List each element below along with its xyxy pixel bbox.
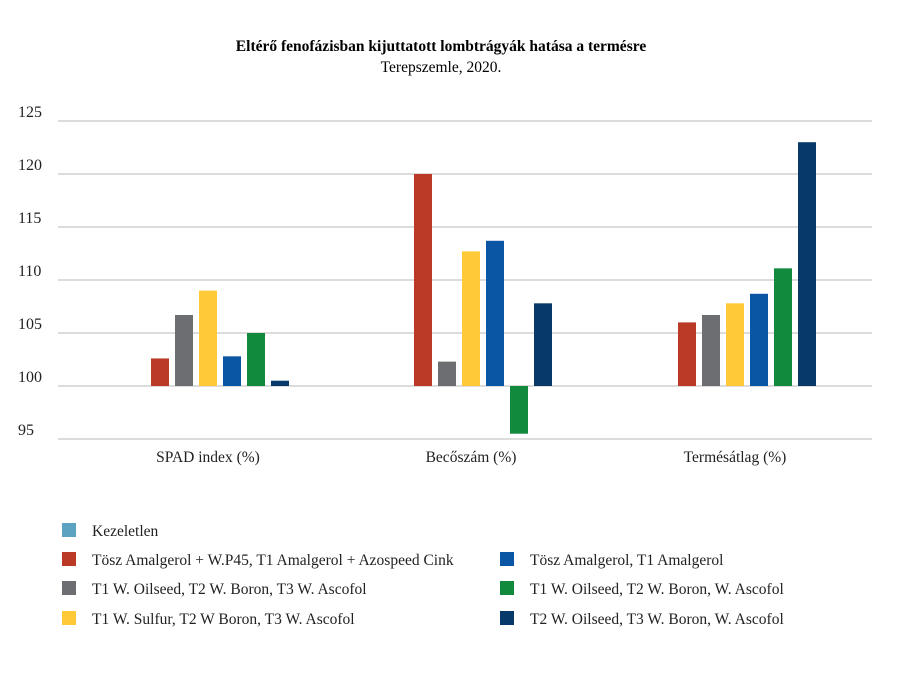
bar [151, 358, 169, 386]
y-axis-ticks: 95 100 105 110 115 120 125 [18, 104, 42, 439]
x-axis-categories: SPAD index (%) Becőszám (%) Termésátlag (%… [156, 449, 786, 466]
legend-swatch [62, 552, 76, 566]
legend: Kezeletlen Tösz Amalgerol + W.P45, T1 Ama… [62, 523, 784, 628]
bar [199, 290, 217, 386]
y-tick-label: 95 [18, 422, 34, 439]
legend-label: Tösz Amalgerol + W.P45, T1 Amalgerol + A… [92, 552, 454, 569]
y-tick-label: 125 [18, 104, 42, 121]
legend-swatch [500, 611, 514, 625]
chart-title: Eltérő fenofázisban kijuttatott lombtrág… [236, 38, 647, 55]
legend-swatch [62, 611, 76, 625]
legend-label: T1 W. Sulfur, T2 W Boron, T3 W. Ascofol [92, 611, 355, 628]
x-category-label: SPAD index (%) [156, 449, 260, 466]
bar [726, 303, 744, 386]
bar [798, 142, 816, 386]
bar [486, 240, 504, 386]
bar [534, 303, 552, 386]
bar [414, 174, 432, 386]
legend-label: T1 W. Oilseed, T2 W. Boron, W. Ascofol [530, 581, 784, 598]
bar [462, 251, 480, 386]
legend-label: Tösz Amalgerol, T1 Amalgerol [530, 552, 723, 569]
bar [774, 268, 792, 386]
x-category-label: Becőszám (%) [426, 449, 517, 466]
bar [175, 314, 193, 386]
legend-swatch [500, 581, 514, 595]
legend-label: T1 W. Oilseed, T2 W. Boron, T3 W. Ascofo… [92, 581, 367, 598]
y-tick-label: 100 [18, 369, 42, 386]
legend-swatch [62, 523, 76, 537]
bar [438, 361, 456, 386]
y-tick-label: 115 [18, 210, 41, 227]
legend-label: T2 W. Oilseed, T3 W. Boron, W. Ascofol [530, 611, 784, 628]
bar [750, 293, 768, 386]
y-tick-label: 120 [18, 157, 42, 174]
bar [678, 322, 696, 386]
bar [247, 333, 265, 386]
y-tick-label: 110 [18, 263, 41, 280]
y-tick-label: 105 [18, 316, 42, 333]
legend-swatch [500, 552, 514, 566]
x-category-label: Termésátlag (%) [684, 449, 787, 466]
legend-label: Kezeletlen [92, 523, 159, 540]
legend-swatch [62, 581, 76, 595]
bar [271, 380, 289, 386]
bar [510, 386, 528, 434]
bars [151, 142, 816, 434]
chart-subtitle: Terepszemle, 2020. [381, 59, 502, 76]
bar [223, 356, 241, 386]
bar [702, 314, 720, 386]
